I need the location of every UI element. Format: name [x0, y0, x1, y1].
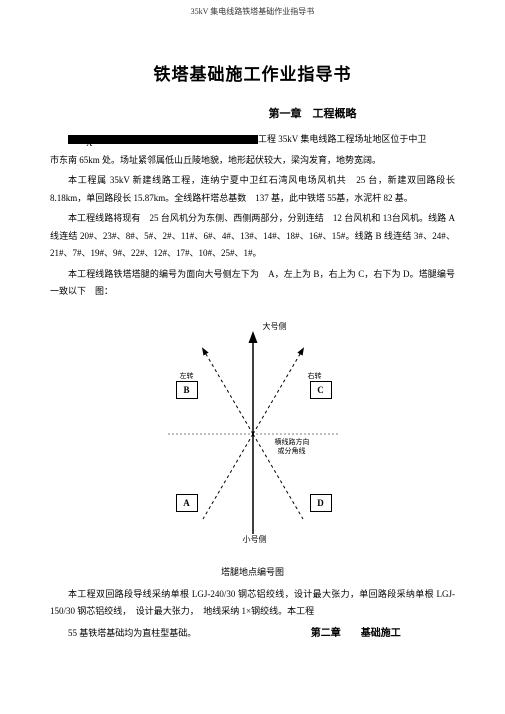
tower-leg-diagram: 大号侧 小号侧 左转 右转 横线路方向 或分角线 B C A D	[128, 309, 378, 559]
diagram-container: 大号侧 小号侧 左转 右转 横线路方向 或分角线 B C A D	[50, 309, 455, 559]
paragraph-6: 55 基铁塔基础均为直柱型基础。 第二章 基础施工	[50, 624, 455, 644]
diagram-svg	[128, 309, 378, 559]
label-route-2: 或分角线	[278, 446, 306, 456]
doc-title: 铁塔基础施工作业指导书	[50, 60, 455, 85]
page-body: 铁塔基础施工作业指导书 第一章 工程概略 X工程 35kV 集电线路工程场址地区…	[50, 60, 455, 647]
paragraph-4: 本工程线路铁塔塔腿的编号为面向大号侧左下为 A，左上为 B，右上为 C，右下为 …	[50, 266, 455, 301]
label-bottom: 小号侧	[243, 534, 267, 545]
box-d: D	[310, 494, 332, 512]
paragraph-2: 本工程属 35kV 新建线路工程，连纳宁夏中卫红石湾风电场风机共 25 台，新建…	[50, 172, 455, 207]
page-header: 35kV 集电线路铁塔基础作业指导书	[0, 6, 505, 17]
paragraph-5: 本工程双回路段导线采纳单根 LGJ-240/30 钢芯铝绞线，设计最大张力，单回…	[50, 586, 455, 621]
box-c: C	[310, 381, 332, 399]
box-b: B	[176, 381, 198, 399]
paragraph-1: X工程 35kV 集电线路工程场址地区位于中卫	[50, 131, 455, 149]
redacted-block: X	[68, 135, 258, 144]
chapter-2-heading: 第二章 基础施工	[311, 628, 401, 639]
label-top: 大号侧	[263, 321, 287, 332]
paragraph-3: 本工程线路将现有 25 台风机分为东侧、西侧两部分，分别连结 12 台风机和 1…	[50, 210, 455, 263]
paragraph-1b: 市东南 65km 处。场址紧邻属低山丘陵地貌，地形起伏较大，梁沟发育，地势宽阔。	[50, 152, 455, 170]
label-left: 左转	[180, 371, 194, 381]
chapter-1-heading: 第一章 工程概略	[50, 105, 455, 121]
p6-text: 55 基铁塔基础均为直柱型基础。	[68, 628, 196, 638]
diagram-caption: 塔腿地点编号图	[50, 565, 455, 578]
label-right: 右转	[308, 371, 322, 381]
box-a: A	[176, 494, 198, 512]
p1-text-a: 工程 35kV 集电线路工程场址地区位于中卫	[258, 134, 426, 144]
